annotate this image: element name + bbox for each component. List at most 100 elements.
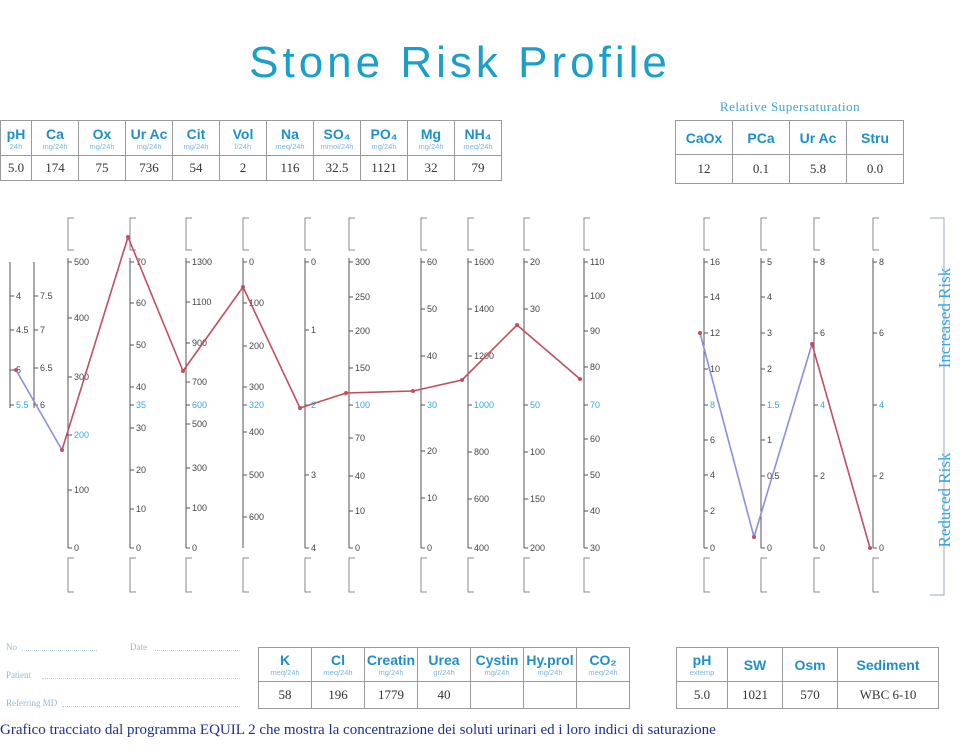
value-cell: 79 <box>454 155 502 181</box>
column-name: pH <box>692 652 712 668</box>
axis-tick-label: 16 <box>710 257 720 267</box>
column-name: PCa <box>747 129 775 146</box>
column-name: SW <box>743 656 767 673</box>
value-cell: 0.0 <box>846 154 904 184</box>
axis-tick-label: 1600 <box>474 257 494 267</box>
value-cell: 12 <box>675 154 733 184</box>
normal-reference-label: 70 <box>590 400 600 410</box>
axis-tick-label: 80 <box>590 362 600 372</box>
referring-md-line <box>62 706 240 707</box>
value-cell: 75 <box>78 155 126 181</box>
column-unit: mg/24h <box>378 668 404 677</box>
column-unit: 24h <box>9 141 23 151</box>
normal-reference-label: 100 <box>355 400 370 410</box>
solute-point-ox <box>126 235 130 239</box>
column-name: Creatin <box>366 652 416 668</box>
column-unit: meq/24h <box>463 141 493 151</box>
solute-series-segment <box>299 392 347 409</box>
value-cell: 736 <box>125 155 173 181</box>
value-row: 58 196 1779 40 <box>258 681 630 709</box>
normal-reference-label: 30 <box>427 400 437 410</box>
solute-point-na <box>344 391 348 395</box>
header-row: CaOx PCa Ur Ac Stru <box>675 120 904 155</box>
normal-reference-label: 320 <box>249 400 264 410</box>
axis-bottom-bracket <box>67 557 74 593</box>
axis-bottom-bracket <box>304 557 311 593</box>
axis-tick-label: 100 <box>530 447 545 457</box>
solute-series-segment <box>461 324 518 381</box>
header-cell: CaOx <box>675 120 733 155</box>
value-row: 5.0 1021 570 WBC 6-10 <box>676 681 939 709</box>
axis-tick-label: 30 <box>530 304 540 314</box>
axis-tick-label: 14 <box>710 292 720 302</box>
axis-bottom-bracket <box>420 557 427 593</box>
axis-tick-label: 100 <box>192 503 207 513</box>
column-name: Cl <box>331 652 345 668</box>
axis-tick-label: 90 <box>590 326 600 336</box>
column-unit: mg/24h <box>136 141 162 151</box>
header-cell: PO₄ mg/24h <box>360 120 408 156</box>
axis-tick-label: 300 <box>249 382 264 392</box>
supersaturation-table: CaOx PCa Ur Ac Stru 12 0.1 5.8 0.0 <box>675 120 904 184</box>
column-name: Na <box>281 125 299 142</box>
column-name: Osm <box>794 656 826 673</box>
column-name: Vol <box>232 125 254 142</box>
column-name: Ur Ac <box>799 129 837 146</box>
header-row: pH 24h Ca mg/24h Ox mg/24h Ur Ac mg/24h Cit mg/24… <box>0 120 502 156</box>
normal-reference-label: 200 <box>74 430 89 440</box>
axis-tick-label: 0 <box>820 543 825 553</box>
axis-bottom-bracket <box>185 557 192 593</box>
header-cell: Mg mg/24h <box>407 120 455 156</box>
solute-point-nh4 <box>578 377 582 381</box>
column-unit: mg/24h <box>89 141 115 151</box>
column-name: pH <box>6 125 26 142</box>
patient-no-label: No <box>6 642 17 652</box>
axis-tick-label: 50 <box>590 470 600 480</box>
column-name: SO₄ <box>323 125 351 142</box>
header-cell: SW <box>727 647 783 682</box>
axis-tick-label: 40 <box>427 351 437 361</box>
axis-tick-label: 50 <box>136 340 146 350</box>
axis-top-bracket <box>583 217 590 251</box>
axis-tick-label: 10 <box>427 493 437 503</box>
axis-tick-label: 0 <box>74 543 79 553</box>
axis-top-bracket <box>813 217 820 251</box>
header-cell: Na meq/24h <box>266 120 314 156</box>
solute-series-segment <box>127 236 184 372</box>
normal-reference-label: 1.5 <box>767 400 780 410</box>
normal-reference-label: 600 <box>192 400 207 410</box>
value-cell: 58 <box>258 681 312 709</box>
figure-caption: Grafico tracciato dal programma EQUIL 2 … <box>0 722 716 738</box>
normal-reference-label: 4 <box>820 400 825 410</box>
column-unit: mg/24h <box>537 668 563 677</box>
axis-tick-label: 60 <box>590 434 600 444</box>
axis-tick-label: 0 <box>767 543 772 553</box>
axis-top-bracket <box>523 217 530 251</box>
axis-tick-label: 10 <box>710 364 720 374</box>
value-row: 12 0.1 5.8 0.0 <box>675 154 904 184</box>
axis-tick-label: 0 <box>355 543 360 553</box>
axis-tick-label: 40 <box>590 506 600 516</box>
axis-bottom-bracket <box>813 557 820 593</box>
normal-reference-label: 4 <box>879 400 884 410</box>
axis-tick-label: 600 <box>474 494 489 504</box>
axis-tick-label: 1400 <box>474 304 494 314</box>
axis-tick-label: 300 <box>192 463 207 473</box>
value-cell: 54 <box>172 155 220 181</box>
normal-reference-label: 1000 <box>474 400 494 410</box>
column-name: PO₄ <box>370 125 398 142</box>
axis-tick-label: 6 <box>40 400 45 410</box>
value-cell: 0.1 <box>732 154 790 184</box>
axis-tick-label: 2 <box>820 471 825 481</box>
column-name: Sediment <box>856 656 920 673</box>
solute-series-segment <box>182 286 244 372</box>
patient-date-line <box>155 650 240 651</box>
solute-point-so4 <box>411 389 415 393</box>
header-cell: Ca mg/24h <box>31 120 79 156</box>
axis-tick-label: 50 <box>427 304 437 314</box>
axis-tick-label: 30 <box>590 543 600 553</box>
axis-tick-label: 100 <box>249 298 264 308</box>
axis-top-bracket <box>348 217 355 251</box>
